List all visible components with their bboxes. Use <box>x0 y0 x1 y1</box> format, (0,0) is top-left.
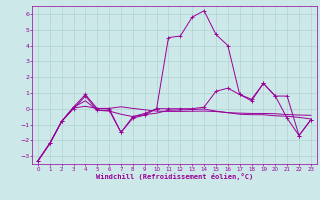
X-axis label: Windchill (Refroidissement éolien,°C): Windchill (Refroidissement éolien,°C) <box>96 173 253 180</box>
